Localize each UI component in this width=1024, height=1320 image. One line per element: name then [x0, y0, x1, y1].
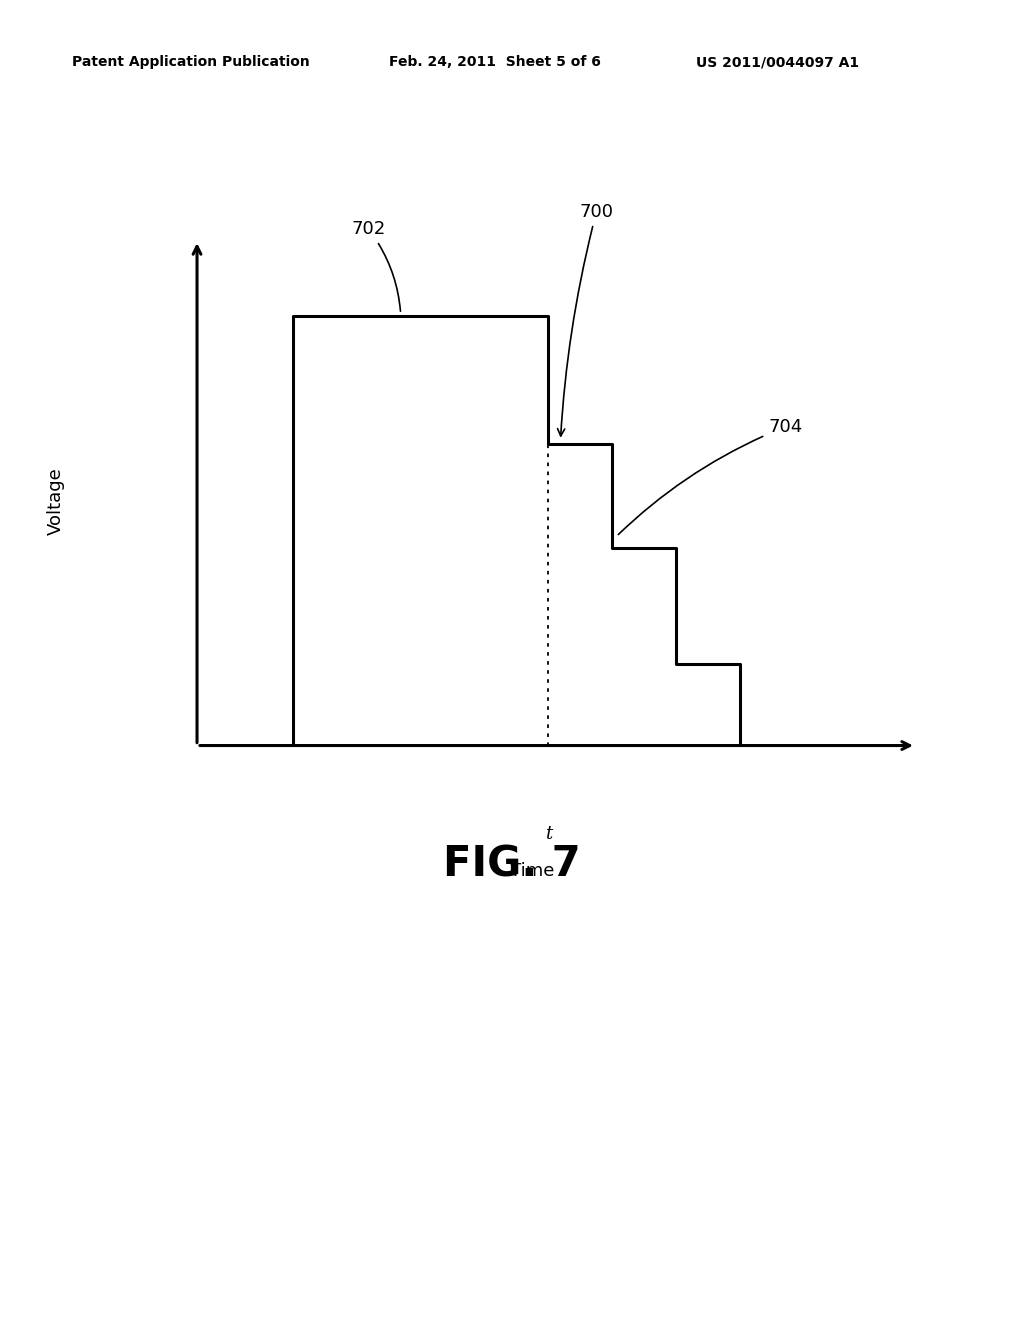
- Text: Time: Time: [510, 862, 555, 880]
- Text: Patent Application Publication: Patent Application Publication: [72, 55, 309, 70]
- Text: Voltage: Voltage: [47, 467, 66, 536]
- Text: FIG. 7: FIG. 7: [443, 843, 581, 886]
- Text: 700: 700: [557, 203, 613, 436]
- Text: 702: 702: [351, 220, 400, 312]
- Text: 704: 704: [618, 418, 803, 535]
- Text: US 2011/0044097 A1: US 2011/0044097 A1: [696, 55, 859, 70]
- Text: Feb. 24, 2011  Sheet 5 of 6: Feb. 24, 2011 Sheet 5 of 6: [389, 55, 601, 70]
- Text: t: t: [545, 825, 552, 843]
